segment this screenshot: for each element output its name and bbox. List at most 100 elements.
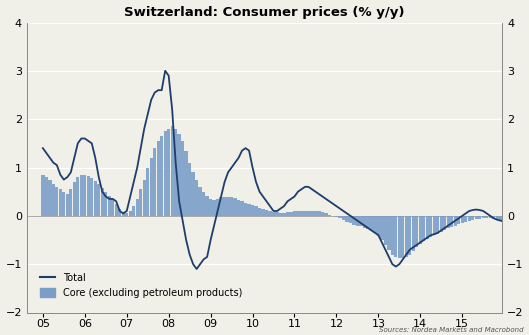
Bar — [261, 209, 264, 216]
Bar — [80, 175, 83, 216]
Bar — [97, 184, 101, 216]
Bar — [293, 211, 296, 216]
Bar — [90, 178, 94, 216]
Bar — [394, 216, 397, 257]
Bar — [188, 163, 191, 216]
Bar — [251, 205, 254, 216]
Bar — [335, 216, 338, 217]
Bar — [181, 141, 184, 216]
Bar — [443, 216, 446, 230]
Bar — [153, 148, 157, 216]
Bar — [355, 216, 359, 225]
Bar — [321, 212, 324, 216]
Bar — [170, 126, 174, 216]
Bar — [433, 216, 436, 235]
Bar — [157, 141, 160, 216]
Bar — [314, 211, 317, 216]
Bar — [195, 180, 198, 216]
Bar — [426, 216, 429, 239]
Bar — [107, 196, 111, 216]
Bar — [503, 216, 506, 222]
Bar — [254, 206, 258, 216]
Bar — [373, 216, 377, 233]
Bar — [101, 188, 104, 216]
Bar — [398, 216, 401, 258]
Bar — [258, 208, 261, 216]
Bar — [48, 180, 51, 216]
Bar — [279, 213, 282, 216]
Bar — [240, 201, 244, 216]
Bar — [418, 216, 422, 244]
Bar — [363, 216, 366, 228]
Bar — [83, 175, 86, 216]
Bar — [370, 216, 373, 231]
Bar — [516, 216, 520, 229]
Bar — [44, 177, 48, 216]
Bar — [174, 129, 177, 216]
Bar — [115, 204, 118, 216]
Title: Switzerland: Consumer prices (% y/y): Switzerland: Consumer prices (% y/y) — [124, 6, 405, 18]
Bar — [244, 203, 247, 216]
Bar — [300, 211, 303, 216]
Bar — [324, 213, 327, 216]
Bar — [276, 212, 279, 216]
Bar — [223, 197, 226, 216]
Bar — [125, 213, 129, 216]
Bar — [69, 189, 72, 216]
Bar — [446, 216, 450, 228]
Bar — [408, 216, 412, 255]
Bar — [226, 197, 230, 216]
Bar — [41, 175, 44, 216]
Bar — [513, 216, 516, 227]
Bar — [62, 192, 66, 216]
Bar — [450, 216, 453, 227]
Bar — [282, 213, 286, 216]
Bar — [72, 182, 76, 216]
Bar — [150, 158, 153, 216]
Bar — [185, 151, 188, 216]
Bar — [338, 216, 342, 218]
Bar — [268, 211, 272, 216]
Bar — [296, 211, 299, 216]
Bar — [496, 216, 499, 220]
Bar — [272, 212, 275, 216]
Bar — [345, 216, 349, 222]
Bar — [492, 216, 495, 219]
Bar — [202, 192, 205, 216]
Bar — [415, 216, 418, 247]
Bar — [163, 131, 167, 216]
Bar — [52, 184, 55, 216]
Bar — [524, 216, 527, 233]
Bar — [191, 172, 195, 216]
Bar — [478, 216, 481, 219]
Bar — [139, 189, 142, 216]
Bar — [471, 216, 475, 220]
Bar — [94, 181, 97, 216]
Bar — [453, 216, 457, 225]
Bar — [216, 199, 219, 216]
Bar — [213, 200, 216, 216]
Bar — [118, 209, 121, 216]
Bar — [412, 216, 415, 251]
Bar — [132, 206, 135, 216]
Bar — [391, 216, 394, 255]
Bar — [317, 211, 321, 216]
Bar — [499, 216, 503, 221]
Bar — [104, 192, 107, 216]
Bar — [122, 212, 125, 216]
Bar — [429, 216, 432, 237]
Bar — [160, 136, 163, 216]
Bar — [55, 187, 59, 216]
Bar — [527, 216, 529, 235]
Text: Sources: Nordea Markets and Macrobond: Sources: Nordea Markets and Macrobond — [379, 327, 524, 333]
Bar — [220, 197, 223, 216]
Bar — [352, 216, 355, 224]
Bar — [311, 211, 314, 216]
Bar — [475, 216, 478, 219]
Bar — [377, 216, 380, 236]
Legend: Total, Core (excluding petroleum products): Total, Core (excluding petroleum product… — [37, 269, 246, 302]
Bar — [464, 216, 468, 222]
Bar — [485, 216, 488, 218]
Bar — [66, 194, 69, 216]
Bar — [359, 216, 362, 226]
